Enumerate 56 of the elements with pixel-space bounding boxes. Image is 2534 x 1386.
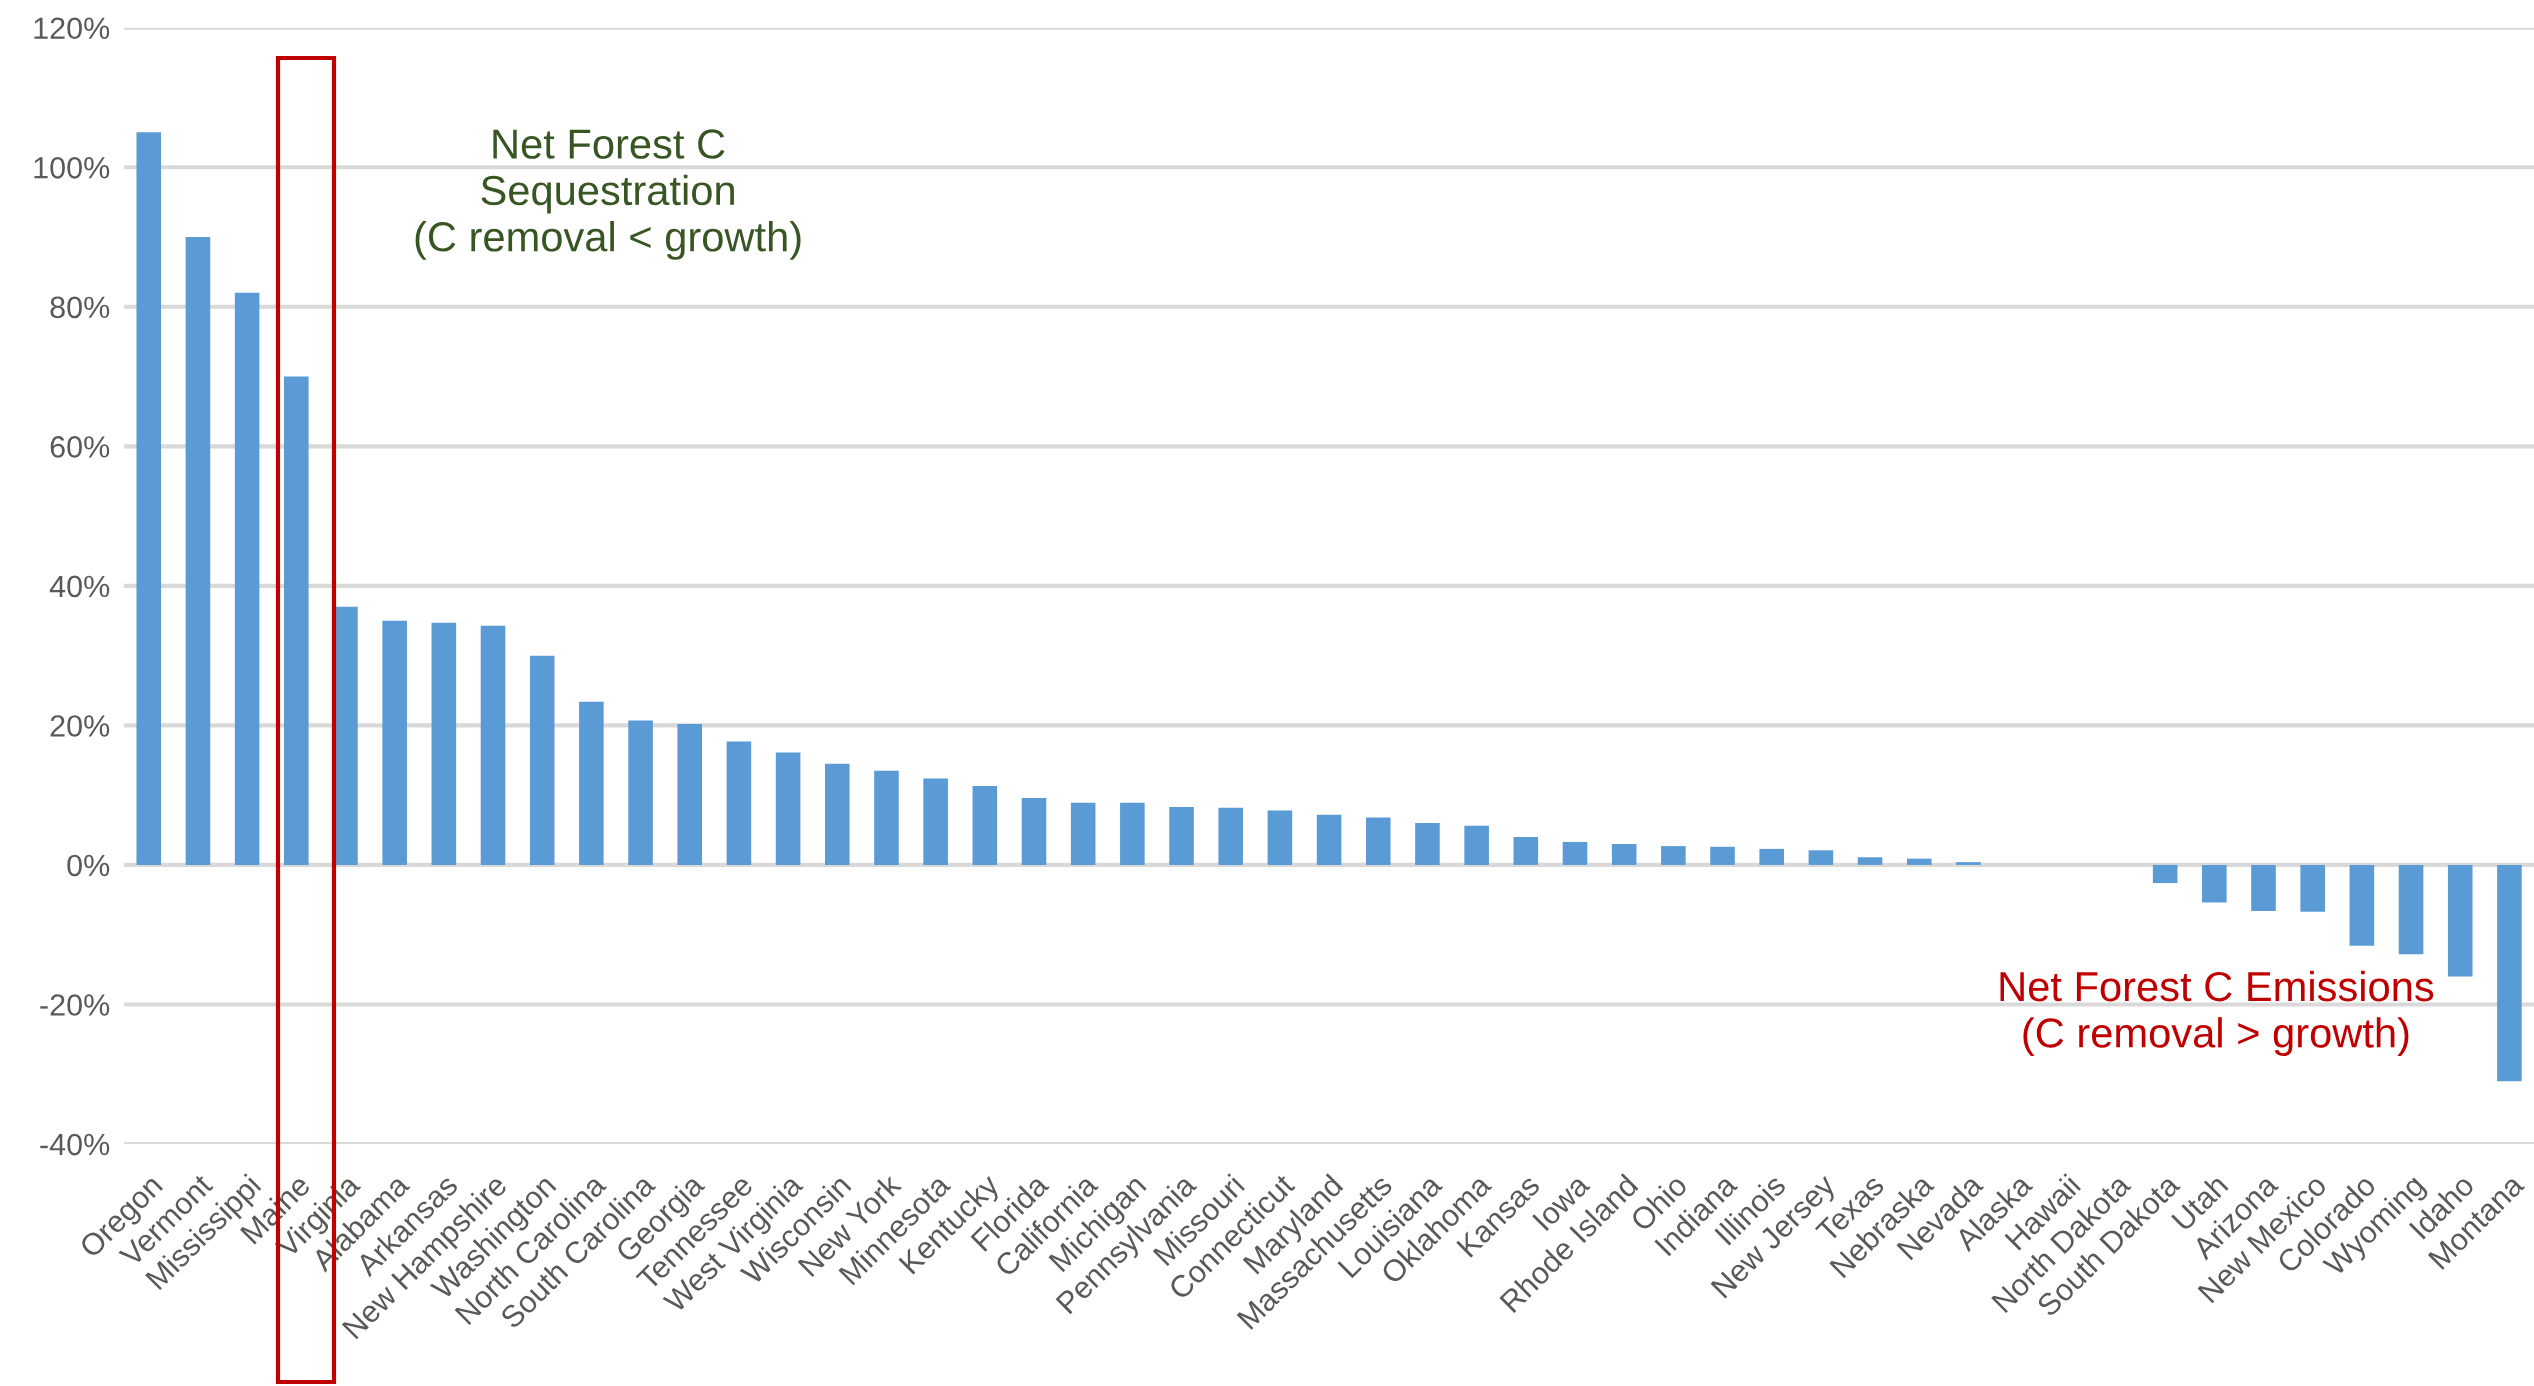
bar bbox=[1710, 846, 1735, 865]
bar bbox=[431, 622, 457, 865]
bar bbox=[1857, 857, 1883, 865]
bar bbox=[824, 763, 850, 865]
y-tick-label: 40% bbox=[49, 575, 110, 598]
bar bbox=[2152, 864, 2178, 884]
y-tick-label: 60% bbox=[50, 436, 110, 458]
bar bbox=[1513, 837, 1539, 865]
bar bbox=[1562, 841, 1588, 865]
y-tick-label: 100% bbox=[34, 156, 110, 179]
bar bbox=[1120, 802, 1145, 865]
bar bbox=[1906, 858, 1932, 865]
bar bbox=[1316, 814, 1342, 865]
bar bbox=[1464, 825, 1489, 865]
y-tick-label: 0% bbox=[67, 854, 110, 877]
bar bbox=[972, 786, 998, 865]
annotation: Net Forest C Emissions (C removal > growth) bbox=[2000, 970, 2434, 1057]
bar bbox=[2349, 864, 2375, 946]
y-tick-label: 20% bbox=[50, 715, 110, 737]
bar bbox=[1808, 850, 1834, 865]
bar bbox=[480, 625, 506, 865]
bar bbox=[1661, 846, 1686, 865]
bar bbox=[1169, 807, 1194, 865]
y-tick-label: 120% bbox=[34, 17, 110, 40]
bar bbox=[1070, 802, 1096, 865]
y-tick-label: -20% bbox=[40, 994, 110, 1016]
bar bbox=[185, 237, 211, 865]
bar bbox=[234, 292, 260, 865]
bar bbox=[677, 724, 703, 865]
bar bbox=[628, 720, 653, 865]
y-tick-label: -40% bbox=[40, 1133, 110, 1156]
bar bbox=[1267, 810, 1293, 865]
bar bbox=[529, 655, 555, 865]
bar bbox=[1611, 844, 1637, 865]
bar bbox=[1759, 848, 1784, 865]
bar bbox=[136, 132, 162, 865]
bar bbox=[579, 701, 604, 865]
y-tick-label: 80% bbox=[50, 296, 110, 319]
bar bbox=[1021, 797, 1047, 865]
bar bbox=[284, 376, 309, 865]
bar bbox=[726, 741, 752, 865]
bar bbox=[2497, 864, 2522, 1082]
bar bbox=[2251, 864, 2276, 911]
bar bbox=[382, 620, 407, 865]
annotation: Net Forest C Sequestration (C removal < growth) bbox=[415, 129, 801, 260]
bar bbox=[2447, 864, 2473, 977]
bar bbox=[2202, 864, 2227, 903]
bar bbox=[1415, 823, 1440, 865]
bar bbox=[2398, 864, 2424, 955]
bar bbox=[2300, 864, 2325, 912]
bar bbox=[874, 770, 899, 865]
bar bbox=[923, 778, 948, 865]
bar bbox=[1956, 862, 1981, 865]
bar bbox=[775, 752, 801, 865]
bar bbox=[1218, 807, 1244, 865]
bar bbox=[1365, 817, 1391, 865]
